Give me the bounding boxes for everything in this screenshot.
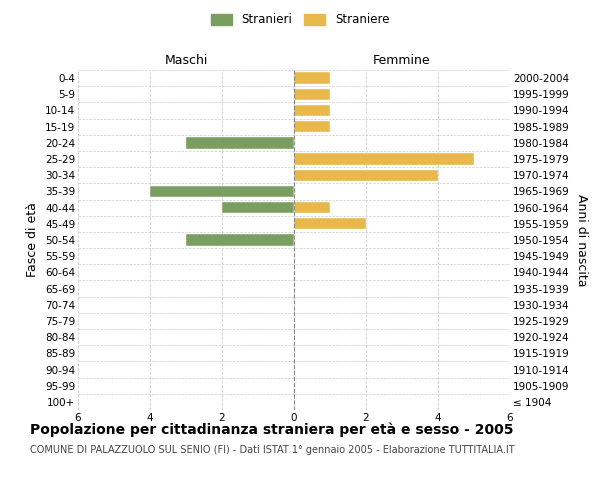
Bar bbox=[294, 121, 330, 132]
Bar bbox=[294, 202, 330, 213]
Bar bbox=[294, 154, 474, 164]
Bar bbox=[186, 234, 294, 246]
Text: COMUNE DI PALAZZUOLO SUL SENIO (FI) - Dati ISTAT 1° gennaio 2005 - Elaborazione : COMUNE DI PALAZZUOLO SUL SENIO (FI) - Da… bbox=[30, 445, 515, 455]
Bar bbox=[294, 170, 438, 181]
Text: Femmine: Femmine bbox=[373, 54, 431, 68]
Bar bbox=[294, 218, 366, 230]
Text: Maschi: Maschi bbox=[164, 54, 208, 68]
Y-axis label: Anni di nascita: Anni di nascita bbox=[575, 194, 588, 286]
Bar bbox=[294, 88, 330, 100]
Bar bbox=[186, 137, 294, 148]
Bar bbox=[222, 202, 294, 213]
Bar bbox=[150, 186, 294, 197]
Bar bbox=[294, 72, 330, 84]
Y-axis label: Fasce di età: Fasce di età bbox=[26, 202, 40, 278]
Bar bbox=[294, 105, 330, 116]
Legend: Stranieri, Straniere: Stranieri, Straniere bbox=[208, 11, 392, 28]
Text: Popolazione per cittadinanza straniera per età e sesso - 2005: Popolazione per cittadinanza straniera p… bbox=[30, 422, 514, 437]
